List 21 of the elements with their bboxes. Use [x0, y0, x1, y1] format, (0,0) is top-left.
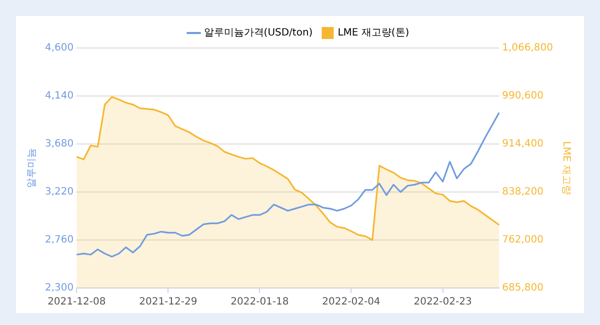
y-axis-title: 알루미늄: [26, 148, 38, 188]
y2-axis-title: LME 재고량: [560, 141, 572, 195]
legend-label: 알루미늄가격(USD/ton): [204, 28, 313, 39]
x-tick-label: 2021-12-29: [139, 296, 198, 308]
x-tick-label: 2022-01-18: [230, 296, 289, 308]
y2-tick-label: 1,066,800: [502, 42, 554, 54]
y-tick-label: 4,600: [44, 42, 74, 54]
y2-tick-label: 838,200: [502, 186, 544, 198]
y-tick-label: 4,140: [44, 90, 74, 102]
y-tick-label: 2,300: [44, 282, 74, 294]
y2-tick-label: 990,600: [502, 90, 544, 102]
y2-tick-label: 762,000: [502, 234, 544, 246]
legend-label: LME 재고량(톤): [338, 28, 410, 39]
x-tick-label: 2022-02-04: [322, 296, 380, 308]
y-tick-label: 2,760: [44, 234, 74, 246]
y2-tick-label: 685,800: [502, 282, 544, 294]
x-tick-label: 2022-02-23: [414, 296, 472, 308]
y-tick-label: 3,680: [44, 138, 74, 150]
x-tick-label: 2021-12-08: [48, 296, 106, 308]
y2-tick-label: 914,400: [502, 138, 544, 150]
y-tick-label: 3,220: [44, 186, 74, 198]
